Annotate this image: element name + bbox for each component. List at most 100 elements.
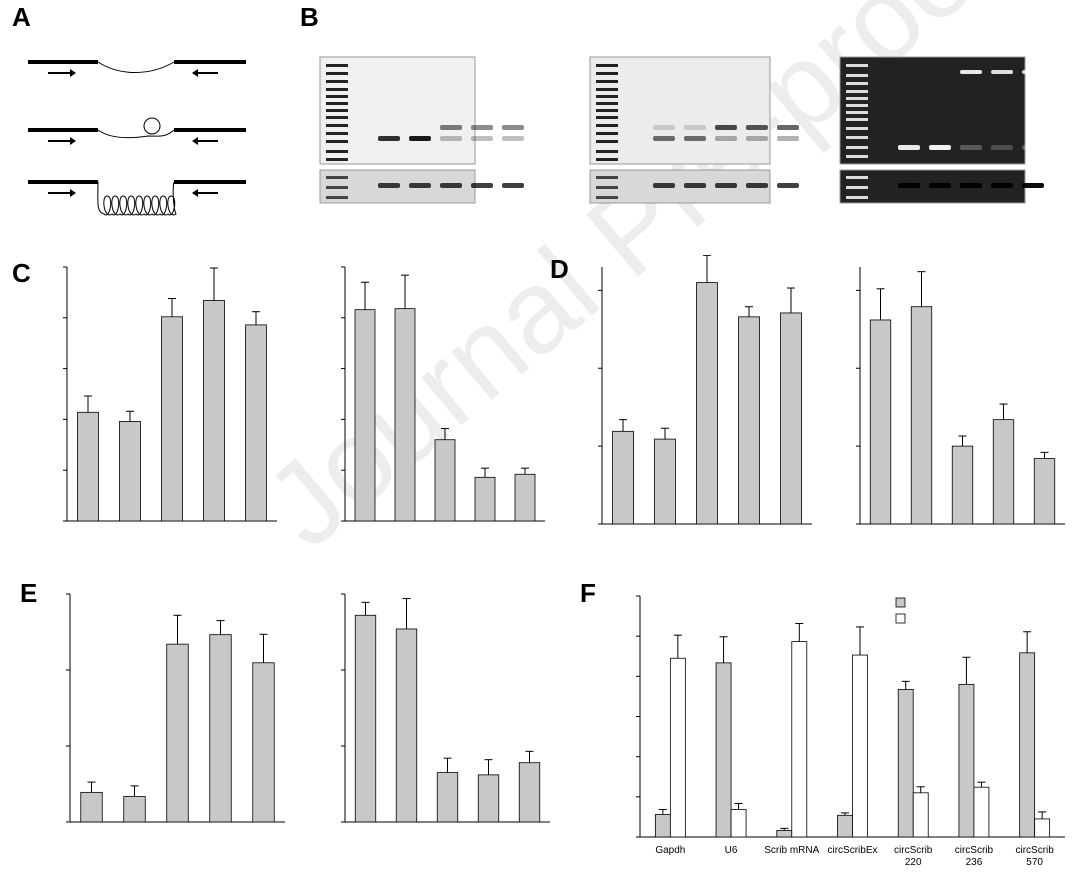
gel-2-gapdh-band-lane-3	[715, 183, 737, 188]
panel-label-f: F	[580, 578, 596, 608]
gel-1-ladder-band	[326, 95, 348, 98]
panel-label-d: D	[550, 254, 569, 284]
gel-image-f2-r2	[589, 56, 799, 204]
gel-2-band-lane-5	[777, 136, 799, 141]
chart-d1-bar-3	[738, 316, 760, 525]
chart-d2-bar-3	[992, 419, 1015, 525]
gel-2-ladder-band	[596, 72, 618, 75]
gel-1-band-lane-4	[471, 136, 493, 141]
diagram-row-1-intron	[97, 61, 175, 73]
gel-2-gapdh-band-lane-1	[653, 183, 675, 188]
chart-c1-bar-4	[245, 324, 267, 522]
gel-3-gapdh-band-lane-1	[898, 183, 920, 188]
chart-d1-bar-2	[696, 282, 718, 525]
gel-2-band-lane-4	[746, 125, 768, 130]
gel-2-ladder-band	[596, 150, 618, 153]
gel-3-ladder-band	[846, 82, 868, 85]
chart-e1-bar-1	[123, 796, 146, 823]
gel-1-band-lane-3	[440, 125, 462, 130]
gel-3-gapdh-band-lane-2	[929, 183, 951, 188]
gel-1-gapdh-band-lane-4	[471, 183, 493, 188]
chart-c1-bar-1	[119, 421, 141, 522]
gel-3-band-lane-1	[898, 145, 920, 150]
gel-1-gapdh-ladder-band	[326, 196, 348, 199]
gel-2-band-lane-5	[777, 125, 799, 130]
gel-3-gapdh-band-lane-5	[1022, 183, 1044, 188]
panel-label-b: B	[300, 2, 319, 32]
panel-label-c: C	[12, 258, 31, 288]
gel-3-gapdh-ladder-band	[846, 186, 868, 189]
chart-d-mrna	[856, 267, 1065, 525]
panel-label-a: A	[12, 2, 31, 32]
chart-f-bar-cytoplasm-5	[973, 786, 990, 838]
gel-1-band-lane-5	[502, 125, 524, 130]
chart-e-mrna	[341, 593, 550, 823]
primer-diagram	[28, 60, 246, 216]
chart-c1-bar-0	[77, 411, 99, 522]
gel-3-ladder-band	[846, 155, 868, 158]
gel-2-gapdh-ladder-band	[596, 186, 618, 189]
diagram-row-2-circle	[143, 117, 161, 135]
chart-c-pre-mrna	[63, 266, 277, 522]
gel-1-ladder-band	[326, 80, 348, 83]
gel-2-ladder-band	[596, 80, 618, 83]
gel-2-band-lane-1	[653, 136, 675, 141]
chart-f-category-label-line: circScribEx	[827, 845, 877, 856]
diagram-row-2-reverse-arrowhead	[192, 137, 198, 145]
chart-f-bar-cytoplasm-3	[852, 654, 868, 838]
chart-f-category-label-5: circScrib 236	[955, 845, 994, 868]
gel-1-gapdh-band-lane-5	[502, 183, 524, 188]
gel-1-ladder-band	[326, 64, 348, 67]
chart-e2-bar-4	[518, 762, 541, 823]
chart-f-bar-nucleus-5	[958, 683, 975, 838]
gel-1-gapdh-ladder-band	[326, 176, 348, 179]
gel-1-gapdh-band-lane-3	[440, 183, 462, 188]
gel-2-ladder-band	[596, 132, 618, 135]
gel-3-ladder-band	[846, 97, 868, 100]
chart-d1-bar-4	[780, 312, 802, 525]
chart-f-bar-nucleus-3	[837, 814, 853, 838]
chart-e1-bar-2	[166, 643, 189, 823]
gel-1-gapdh-band-lane-1	[378, 183, 400, 188]
chart-d1-bar-0	[612, 430, 634, 525]
chart-f-category-label-line: circScrib	[894, 845, 933, 856]
chart-e-pre-mrna	[66, 593, 285, 823]
chart-f-bar-nucleus-0	[654, 814, 671, 838]
chart-f-bar-cytoplasm-0	[669, 657, 686, 838]
chart-d-pre-mrna	[598, 255, 812, 525]
gel-1-ladder-band	[326, 109, 348, 112]
chart-d2-bar-1	[910, 306, 933, 525]
gel-1-ladder-band	[326, 72, 348, 75]
gel-3-band-lane-5	[1022, 145, 1044, 150]
gel-2-gapdh-band-lane-5	[777, 183, 799, 188]
gel-3-band-lane-4	[991, 70, 1013, 74]
gel-1-band-lane-4	[471, 125, 493, 130]
chart-f-bar-cytoplasm-2	[791, 641, 808, 838]
chart-c2-bar-1	[394, 308, 416, 522]
gel-2-band-lane-1	[653, 125, 675, 130]
chart-c2-bar-2	[434, 439, 456, 522]
chart-f-legend-swatch-0	[895, 597, 906, 608]
chart-f-bar-nucleus-4	[897, 688, 914, 838]
diagram-row-3-coil	[97, 181, 177, 216]
gel-1-gapdh-ladder-band	[326, 186, 348, 189]
chart-c2-bar-4	[514, 473, 536, 522]
diagram-row-2-intron	[97, 129, 175, 139]
chart-f-category-label-0: Gapdh	[655, 845, 685, 856]
gel-1-band-lane-2	[409, 136, 431, 141]
chart-f-category-label-line: Gapdh	[655, 845, 685, 856]
gel-1-ladder-band	[326, 132, 348, 135]
chart-d2-bar-0	[869, 319, 892, 525]
gel-2-ladder-band	[596, 64, 618, 67]
chart-f-bar-cytoplasm-6	[1034, 818, 1051, 838]
gel-3-band-lane-4	[991, 145, 1013, 150]
chart-c1-bar-3	[203, 300, 225, 522]
gel-1-band-lane-3	[440, 136, 462, 141]
gel-3-band-lane-3	[960, 145, 982, 150]
gel-1-gapdh-band-lane-2	[409, 183, 431, 188]
gel-1-ladder-band	[326, 158, 348, 161]
gel-1-band-lane-5	[502, 136, 524, 141]
chart-f-category-label-line: Scrib mRNA	[764, 845, 819, 856]
chart-f-category-label-line: circScrib	[1015, 845, 1054, 856]
gel-2-ladder-band	[596, 116, 618, 119]
